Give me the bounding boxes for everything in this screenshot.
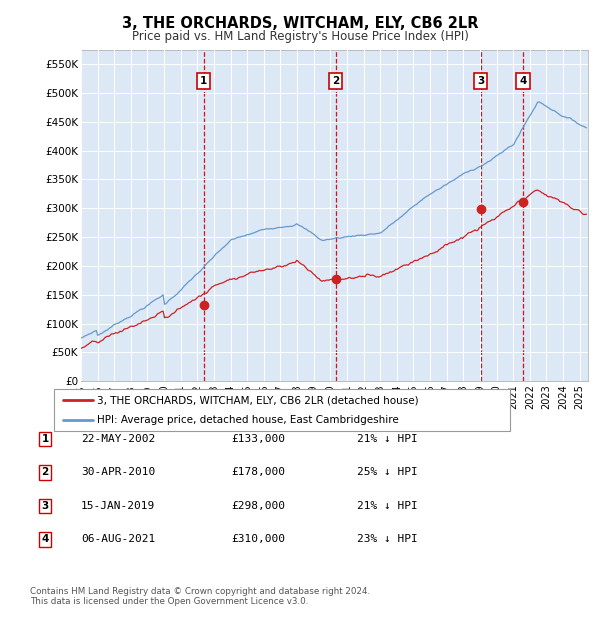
Text: 4: 4: [520, 76, 527, 86]
Text: 25% ↓ HPI: 25% ↓ HPI: [357, 467, 418, 477]
Text: 23% ↓ HPI: 23% ↓ HPI: [357, 534, 418, 544]
Text: 3: 3: [41, 501, 49, 511]
Text: 15-JAN-2019: 15-JAN-2019: [81, 501, 155, 511]
Text: 2: 2: [332, 76, 340, 86]
Text: £310,000: £310,000: [231, 534, 285, 544]
Text: £133,000: £133,000: [231, 434, 285, 444]
Text: 21% ↓ HPI: 21% ↓ HPI: [357, 434, 418, 444]
Text: 21% ↓ HPI: 21% ↓ HPI: [357, 501, 418, 511]
Text: HPI: Average price, detached house, East Cambridgeshire: HPI: Average price, detached house, East…: [97, 415, 399, 425]
Text: 22-MAY-2002: 22-MAY-2002: [81, 434, 155, 444]
Text: £298,000: £298,000: [231, 501, 285, 511]
Text: 06-AUG-2021: 06-AUG-2021: [81, 534, 155, 544]
Text: 3, THE ORCHARDS, WITCHAM, ELY, CB6 2LR: 3, THE ORCHARDS, WITCHAM, ELY, CB6 2LR: [122, 16, 478, 30]
Text: Price paid vs. HM Land Registry's House Price Index (HPI): Price paid vs. HM Land Registry's House …: [131, 30, 469, 43]
Text: 3, THE ORCHARDS, WITCHAM, ELY, CB6 2LR (detached house): 3, THE ORCHARDS, WITCHAM, ELY, CB6 2LR (…: [97, 395, 419, 405]
Text: 3: 3: [477, 76, 484, 86]
Text: 1: 1: [41, 434, 49, 444]
Text: 4: 4: [41, 534, 49, 544]
Text: 1: 1: [200, 76, 208, 86]
Text: £178,000: £178,000: [231, 467, 285, 477]
Text: 30-APR-2010: 30-APR-2010: [81, 467, 155, 477]
Text: Contains HM Land Registry data © Crown copyright and database right 2024.
This d: Contains HM Land Registry data © Crown c…: [30, 587, 370, 606]
Text: 2: 2: [41, 467, 49, 477]
